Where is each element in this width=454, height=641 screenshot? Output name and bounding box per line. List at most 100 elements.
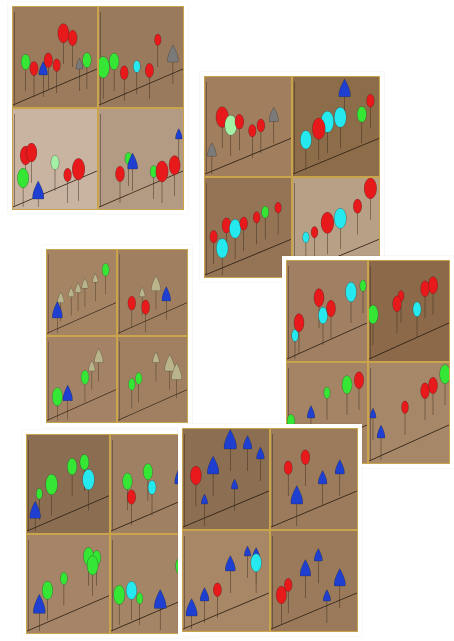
collage-card (178, 424, 362, 636)
tree-canopy-red (354, 371, 364, 389)
ground-line (118, 389, 187, 421)
tree-canopy-cyan (300, 130, 312, 150)
tree-canopy-lime (136, 592, 144, 605)
tree-canopy-blue (29, 500, 41, 519)
forest-panel (117, 249, 188, 336)
forest-panel (270, 530, 358, 632)
tree-canopy-red (320, 212, 334, 234)
tree-canopy-lime (60, 572, 68, 585)
tree-canopy-red (256, 118, 265, 133)
forest-scene (205, 182, 291, 276)
tree-canopy-lime (439, 364, 449, 385)
forest-panel (26, 434, 110, 534)
tree-canopy-gray (269, 106, 279, 122)
tree-canopy-red (239, 216, 248, 231)
tree-canopy-khaki (92, 273, 99, 283)
tree-canopy-khaki (152, 351, 160, 363)
forest-scene (271, 536, 357, 630)
tree-canopy-red (57, 23, 70, 44)
tree-canopy-blue (33, 594, 46, 614)
tree-canopy-cyan (133, 60, 141, 73)
tree-canopy-red (275, 586, 287, 604)
tree-canopy-khaki (94, 348, 104, 363)
tree-canopy-blue (161, 286, 171, 302)
tree-canopy-khaki (57, 291, 65, 303)
tree-canopy-blue (38, 61, 48, 76)
tree-canopy-red (63, 168, 72, 182)
tree-canopy-cyan (345, 281, 357, 303)
ground-line (293, 138, 379, 175)
tree-canopy-red (190, 466, 202, 486)
collage-card (200, 72, 384, 282)
tree-canopy-blue (154, 589, 167, 609)
tree-canopy-cyan (334, 208, 347, 229)
tree-canopy-gray (167, 44, 179, 63)
forest-scene (183, 429, 269, 528)
collage-card (8, 2, 188, 214)
tree-canopy-cyan (82, 469, 95, 490)
tree-canopy-blue (314, 548, 323, 562)
tree-canopy-gray (75, 57, 83, 70)
tree-canopy-lime (341, 375, 353, 394)
tree-canopy-lime (17, 168, 29, 189)
forest-panel (26, 534, 110, 634)
tree-canopy-blue (201, 493, 208, 505)
tree-canopy-lime (52, 387, 63, 406)
tree-canopy-lime (356, 106, 367, 123)
ground-line (271, 490, 357, 528)
collage-card (22, 430, 198, 638)
tree-canopy-red (127, 489, 136, 505)
forest-panel (368, 260, 450, 362)
forest-panel (270, 428, 358, 530)
ground-line (369, 322, 449, 360)
tree-canopy-lime (79, 454, 90, 471)
tree-canopy-red (420, 382, 430, 399)
tree-canopy-red (293, 313, 305, 332)
tree-canopy-lime (45, 474, 58, 495)
tree-canopy-red (68, 30, 78, 46)
tree-canopy-khaki (88, 360, 96, 372)
tree-canopy-red (154, 33, 162, 46)
tree-canopy-lime (359, 279, 367, 292)
tree-canopy-cyan (250, 553, 262, 572)
tree-canopy-khaki (74, 282, 82, 293)
forest-scene (99, 12, 183, 106)
tree-canopy-red (312, 117, 326, 140)
tree-canopy-blue (207, 455, 220, 475)
ground-line (27, 595, 109, 632)
tree-canopy-red (428, 276, 438, 294)
forest-panel (117, 336, 188, 423)
tree-canopy-blue (307, 405, 315, 419)
tree-canopy-red (155, 160, 169, 183)
tree-canopy-mint (50, 155, 60, 170)
ground-line (183, 592, 269, 630)
ground-line (271, 592, 357, 630)
tree-canopy-blue (32, 180, 44, 200)
tree-canopy-cyan (229, 219, 241, 239)
tree-canopy-cyan (302, 231, 310, 243)
tree-canopy-red (43, 52, 53, 68)
panel-grid (182, 428, 358, 632)
tree-canopy-lime (80, 370, 89, 385)
forest-scene (27, 539, 109, 632)
tree-canopy-lime (109, 52, 120, 70)
tree-canopy-red (310, 226, 319, 239)
forest-scene (183, 536, 269, 630)
tree-canopy-lime (20, 54, 31, 70)
forest-scene (47, 341, 116, 421)
forest-panel (12, 6, 98, 108)
ground-line (13, 68, 97, 106)
tree-canopy-red (127, 295, 136, 311)
tree-canopy-blue (200, 587, 209, 602)
forest-scene (13, 114, 97, 208)
tree-canopy-blue (223, 429, 237, 450)
tree-canopy-khaki (171, 362, 182, 380)
forest-panel (204, 76, 292, 177)
tree-canopy-red (392, 295, 402, 312)
tree-canopy-red (141, 299, 150, 315)
forest-panel (182, 530, 270, 632)
tree-canopy-red (120, 65, 129, 80)
tree-canopy-blue (175, 128, 183, 140)
forest-scene (369, 266, 449, 360)
tree-canopy-red (428, 377, 438, 394)
